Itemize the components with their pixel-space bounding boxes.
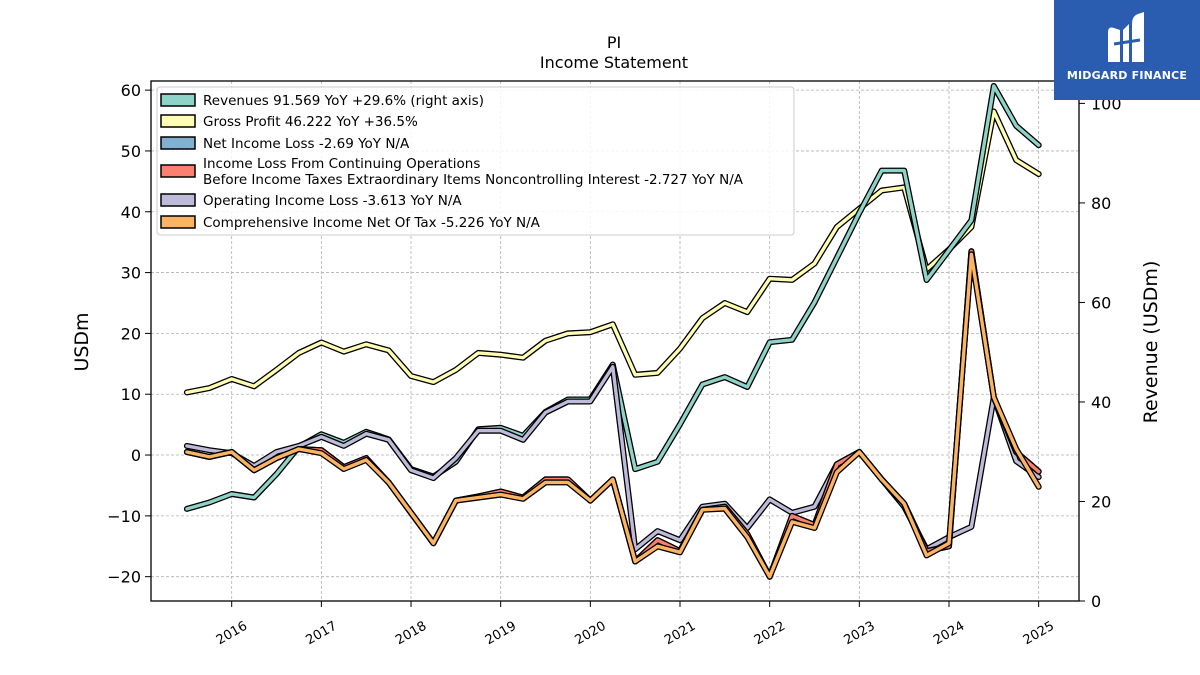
legend-label: Net Income Loss -2.69 YoY N/A — [203, 136, 410, 152]
y-tick-label: 30 — [121, 264, 141, 283]
series-line — [185, 109, 1041, 395]
legend-swatch — [160, 193, 196, 207]
x-axis-ticks: 2016 2017 2018 2019 2020 2021 2022 2023 2024 2025 — [214, 601, 1057, 648]
series-outline — [183, 248, 1042, 580]
y2-axis-label: Revenue (USDm) — [1140, 261, 1162, 424]
x-tick-label: 2019 — [483, 619, 519, 649]
x-tick-label: 2022 — [752, 619, 788, 649]
y-tick-label: 10 — [121, 385, 141, 404]
chart-title: PI — [607, 33, 621, 52]
y-tick-label: 20 — [121, 324, 141, 343]
y-tick-label: −10 — [107, 507, 141, 526]
legend-label: Revenues 91.569 YoY +29.6% (right axis) — [203, 93, 484, 109]
left-axis-ticks: −20 −10 0 10 20 30 40 50 60 — [107, 81, 151, 587]
y2-tick-label: 60 — [1091, 293, 1111, 312]
y-tick-label: 60 — [121, 81, 141, 100]
y-tick-label: 0 — [131, 446, 141, 465]
y2-tick-label: 80 — [1091, 194, 1111, 213]
x-tick-label: 2021 — [662, 619, 698, 649]
x-tick-label: 2016 — [214, 619, 250, 649]
plot-area-frame — [150, 80, 1080, 602]
legend-label: Operating Income Loss -3.613 YoY N/A — [203, 193, 462, 209]
y2-tick-label: 40 — [1091, 393, 1111, 412]
legend-label: Gross Profit 46.222 YoY +36.5% — [203, 114, 418, 130]
series-line — [185, 249, 1041, 579]
legend-box — [156, 86, 795, 236]
legend-label: Before Income Taxes Extraordinary Items … — [203, 172, 744, 188]
y-tick-label: −20 — [107, 568, 141, 587]
x-tick-label: 2023 — [841, 619, 877, 649]
legend-label: Income Loss From Continuing Operations — [203, 156, 480, 172]
legend-swatch — [160, 215, 196, 229]
x-tick-label: 2017 — [304, 619, 340, 649]
x-tick-label: 2025 — [1021, 619, 1057, 649]
midgard-logo-icon — [1108, 12, 1144, 62]
x-tick-label: 2018 — [393, 619, 429, 649]
brand-logo: MIDGARD FINANCE — [1054, 0, 1200, 100]
series-line — [185, 249, 1041, 579]
y2-tick-label: 20 — [1091, 492, 1111, 511]
legend-swatch — [160, 164, 196, 178]
legend-label: Comprehensive Income Net Of Tax -5.226 Y… — [203, 215, 541, 231]
series-outline — [183, 248, 1042, 580]
legend-swatch — [160, 136, 196, 150]
x-tick-label: 2024 — [931, 619, 967, 649]
y2-tick-label: 0 — [1091, 592, 1101, 611]
x-tick-label: 2020 — [573, 619, 609, 649]
y-axis-label: USDm — [71, 312, 93, 371]
y-tick-label: 40 — [121, 203, 141, 222]
legend-swatch — [160, 114, 196, 128]
legend-swatch — [160, 93, 196, 107]
legend: Revenues 91.569 YoY +29.6% (right axis) G… — [156, 86, 795, 236]
chart-subtitle: Income Statement — [540, 53, 688, 72]
y-tick-label: 50 — [121, 142, 141, 161]
series-line — [185, 252, 1041, 579]
brand-name: MIDGARD FINANCE — [1066, 69, 1188, 82]
series-lines — [183, 83, 1042, 580]
series-outline — [183, 251, 1042, 580]
